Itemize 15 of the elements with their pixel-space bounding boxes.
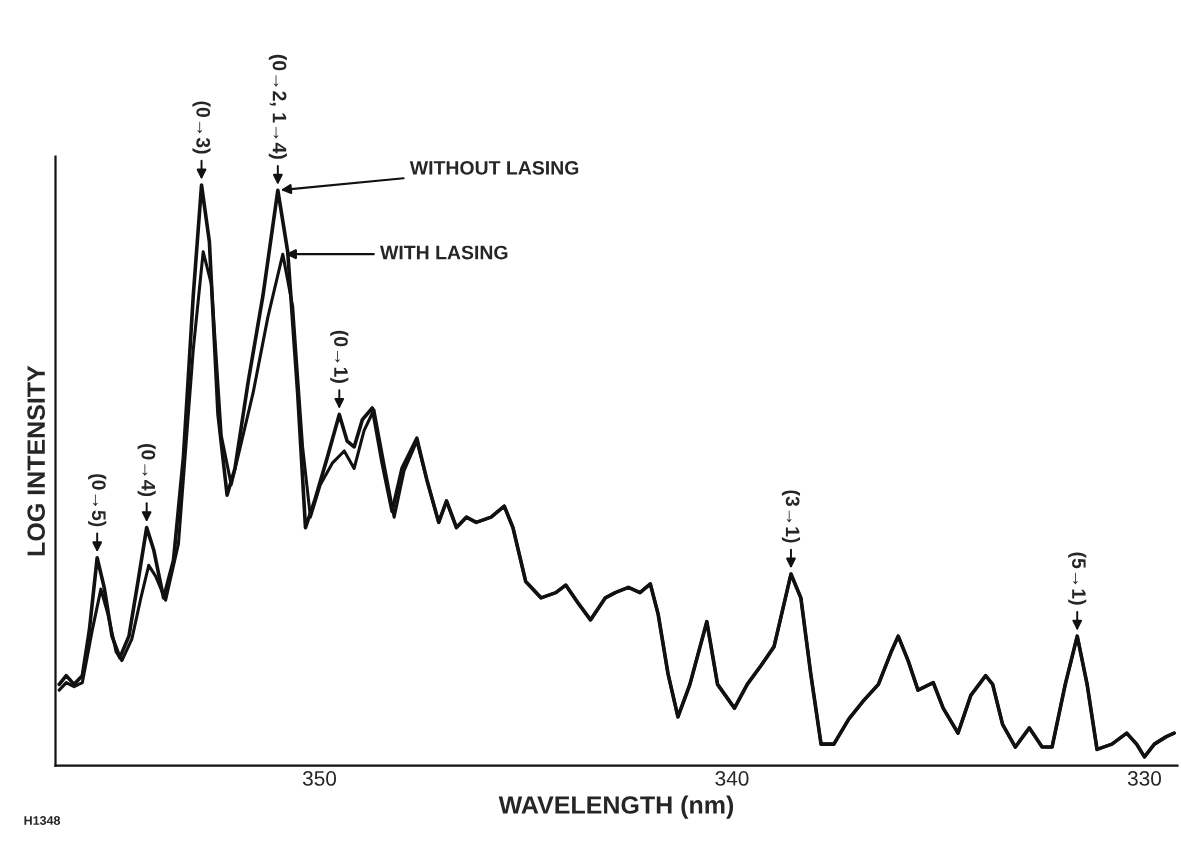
legend-label: WITH LASING bbox=[380, 245, 508, 260]
annotation: (5→1) bbox=[1068, 552, 1087, 605]
text: H1348 bbox=[24, 816, 61, 825]
text: WITHOUT LASING bbox=[409, 160, 579, 175]
x-tick-label: 340 bbox=[715, 771, 749, 786]
annotation: (0→1) bbox=[330, 330, 349, 383]
x-tick-label: 350 bbox=[302, 771, 337, 786]
annotation: (0→4) bbox=[137, 444, 156, 497]
annotation: (3→1) bbox=[781, 490, 801, 543]
x-tick-label: 330 bbox=[1127, 771, 1162, 786]
annotation: (0→5) bbox=[88, 474, 107, 527]
y-axis-title: LOG INTENSITY bbox=[27, 365, 46, 556]
annotation: (0→3) bbox=[192, 101, 211, 154]
x-axis-title: WAVELENGTH (nm) bbox=[498, 795, 734, 819]
annotation: (0→2, 1→4) bbox=[268, 54, 287, 159]
